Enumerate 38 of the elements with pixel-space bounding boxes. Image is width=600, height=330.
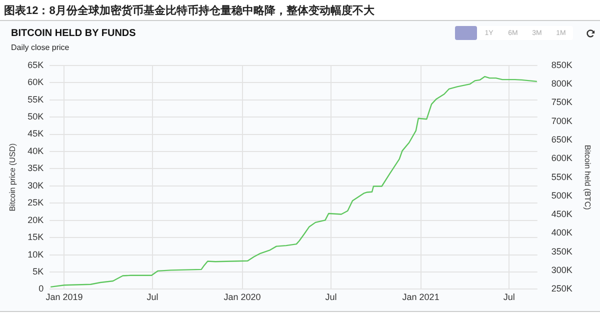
y2-tick-label: 600K xyxy=(551,153,572,164)
y-tick-label: 50K xyxy=(28,112,44,122)
x-tick-label: Jan 2020 xyxy=(224,292,261,302)
x-tick-label: Jul xyxy=(146,292,158,302)
y-tick-label: 5K xyxy=(32,266,44,276)
y-tick-label: 15K xyxy=(28,232,44,242)
y2-tick-label: 300K xyxy=(551,265,572,276)
y2-tick-label: 550K xyxy=(551,172,572,182)
y-axis-title: Bitcoin price (USD) xyxy=(8,142,18,212)
y-tick-label: 40K xyxy=(28,146,44,156)
x-tick-label: Jan 2019 xyxy=(46,292,83,302)
y-tick-label: 0 xyxy=(38,284,44,294)
x-tick-label: Jul xyxy=(503,292,515,302)
y2-tick-label: 350K xyxy=(551,246,572,256)
y-tick-label: 35K xyxy=(28,163,44,174)
y2-tick-label: 800K xyxy=(551,78,572,89)
y2-tick-label: 850K xyxy=(551,60,572,70)
y2-tick-label: 650K xyxy=(551,134,572,144)
y2-tick-label: 700K xyxy=(551,116,572,126)
y-tick-label: 10K xyxy=(28,249,44,260)
y-tick-label: 45K xyxy=(28,128,44,139)
y-tick-label: 65K xyxy=(28,60,44,70)
y-tick-label: 30K xyxy=(28,180,44,190)
y2-axis-title: Bitcoin held (BTC) xyxy=(582,144,592,210)
x-tick-label: Jan 2021 xyxy=(402,292,440,302)
x-tick-label: Jul xyxy=(325,292,337,302)
y-tick-label: 20K xyxy=(28,214,44,225)
text: Daily close price xyxy=(11,43,70,52)
y2-tick-label: 500K xyxy=(551,190,572,200)
y2-tick-label: 450K xyxy=(551,209,572,220)
y2-tick-label: 750K xyxy=(551,97,572,108)
chart-subtitle: BITCOIN HELD BY FUNDS xyxy=(11,28,136,39)
y-tick-label: 60K xyxy=(28,77,44,88)
y-tick-label: 55K xyxy=(28,94,44,104)
chart-title: 图表12：8月份全球加密货币基金比特币持仓量稳中略降，整体变动幅度不大 xyxy=(4,4,374,18)
y-tick-label: 25K xyxy=(28,198,44,208)
y2-tick-label: 250K xyxy=(551,284,572,294)
y2-tick-label: 400K xyxy=(551,228,572,238)
